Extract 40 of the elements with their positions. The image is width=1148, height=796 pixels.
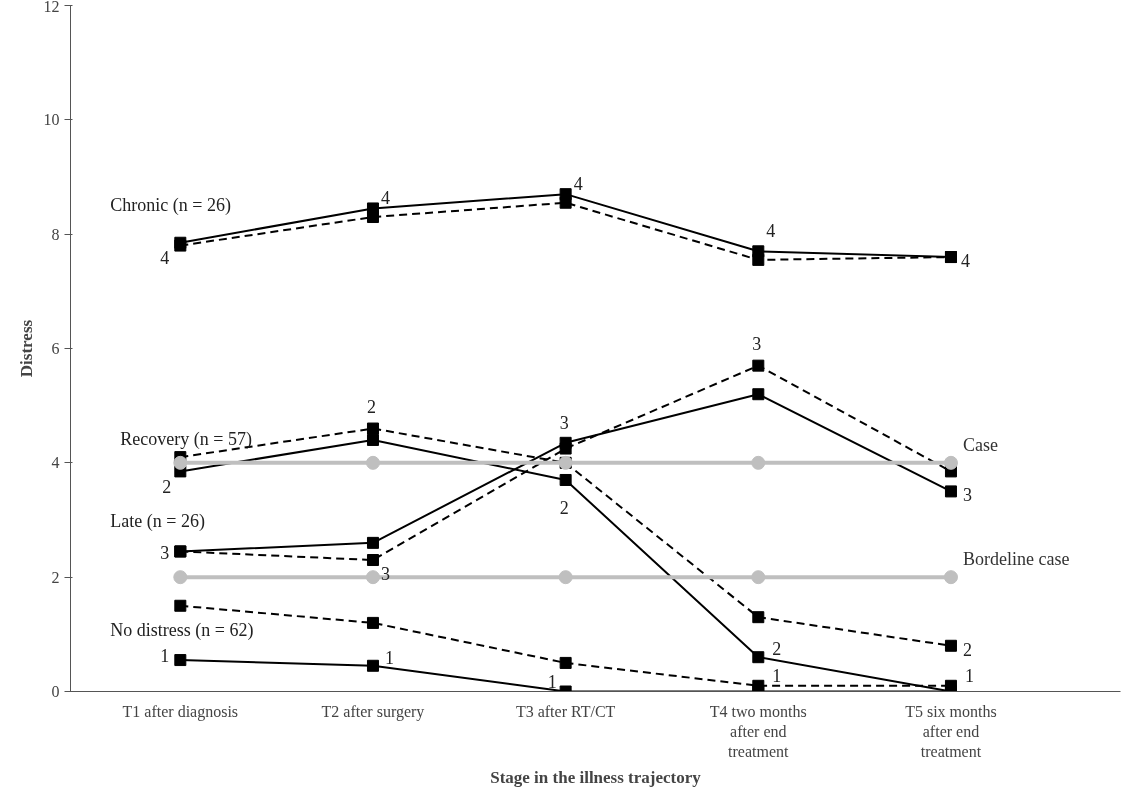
annotation: 3 <box>559 412 569 433</box>
y-tick-label: 6 <box>51 340 60 357</box>
x-tick-label: T2 after surgery <box>321 702 425 721</box>
x-tick-label: T3 after RT/CT <box>515 702 616 720</box>
y-tick-label: 12 <box>43 0 60 15</box>
annotation: 1 <box>160 646 170 667</box>
annotation: 4 <box>766 221 776 242</box>
y-axis-title: Distress <box>16 319 36 378</box>
annotation: Late (n = 26) <box>110 511 205 533</box>
series-label: Bordeline case <box>962 549 1070 570</box>
annotation: 2 <box>962 639 972 660</box>
series-label: Case <box>962 434 998 455</box>
annotation: Chronic (n = 26) <box>110 194 231 216</box>
annotation: 1 <box>964 665 974 686</box>
y-tick-label: 4 <box>51 454 60 472</box>
annotation: 3 <box>160 543 170 564</box>
annotation: 1 <box>547 671 557 692</box>
annotation: 1 <box>384 647 394 668</box>
annotation: 4 <box>160 247 170 268</box>
x-tick-label: T1 after diagnosis <box>122 702 239 721</box>
annotation: 4 <box>380 188 390 209</box>
annotation: Recovery (n = 57) <box>120 429 252 451</box>
annotation: 3 <box>962 485 972 506</box>
annotation: 2 <box>772 639 782 660</box>
y-tick-label: 2 <box>51 568 60 586</box>
annotation: 1 <box>772 665 782 686</box>
x-tick-label: T4 two months after end treatment <box>709 702 807 761</box>
annotation: 4 <box>573 174 583 195</box>
y-tick-label: 8 <box>51 225 60 243</box>
x-tick-label: T5 six months after end treatment <box>905 702 997 761</box>
annotation: No distress (n = 62) <box>110 620 254 642</box>
annotation: 2 <box>559 497 569 518</box>
annotation: 4 <box>960 251 970 272</box>
annotation: 2 <box>162 477 172 498</box>
y-tick-label: 10 <box>43 111 60 129</box>
y-tick-label: 0 <box>51 683 60 700</box>
x-axis-title: Stage in the illness trajectory <box>490 768 702 788</box>
annotation: 2 <box>366 396 376 417</box>
annotation: 3 <box>752 333 762 354</box>
annotation: 3 <box>380 564 390 585</box>
